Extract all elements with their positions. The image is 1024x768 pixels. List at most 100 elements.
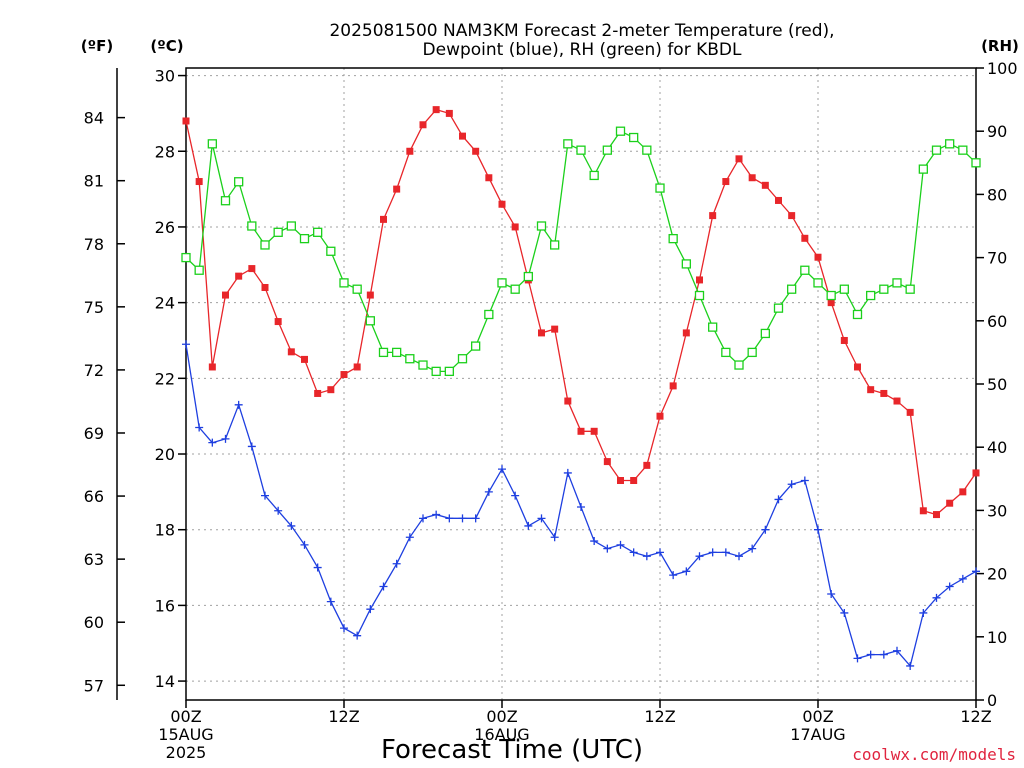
dewpoint-point <box>827 590 836 599</box>
rh-point <box>365 316 375 326</box>
temperature-point <box>854 363 861 371</box>
temperature-point <box>182 117 190 125</box>
rh-tick-label: 60 <box>987 312 1007 331</box>
dewpoint-point <box>577 502 585 511</box>
temperature-point <box>419 121 427 129</box>
temperature-point <box>208 363 216 371</box>
rh-point <box>642 145 652 155</box>
x-tick-label: 16AUG <box>474 725 529 744</box>
rh-tick-label: 80 <box>987 185 1007 204</box>
temperature-point <box>761 181 769 189</box>
dewpoint-point <box>498 465 506 474</box>
rh-point <box>536 221 547 231</box>
series-1 <box>182 340 980 670</box>
rh-point <box>220 196 231 206</box>
rh-point <box>273 227 283 237</box>
rh-point <box>839 284 849 294</box>
dewpoint-point <box>234 400 243 409</box>
dewpoint-point <box>392 559 401 568</box>
axes: 1416182022242628305760636669727578818401… <box>84 59 1018 762</box>
rh-point <box>866 290 876 301</box>
temperature-point <box>353 363 361 371</box>
temperature-point <box>472 147 480 155</box>
temperature-point <box>748 174 756 182</box>
rh-point <box>971 158 981 168</box>
dewpoint-point <box>919 608 928 617</box>
temperature-point <box>722 178 730 186</box>
dewpoint-point <box>366 605 375 614</box>
temperature-point <box>274 318 282 326</box>
rh-point <box>286 221 296 231</box>
temperature-point <box>459 132 466 140</box>
dewpoint-point <box>642 552 651 561</box>
temperature-point <box>380 215 387 223</box>
rh-point <box>234 177 244 187</box>
temperature-point <box>314 389 322 397</box>
rh-point <box>694 290 705 301</box>
dewpoint-point <box>669 571 678 580</box>
temperature-point <box>669 382 677 390</box>
rh-point <box>602 145 612 155</box>
dewpoint-point <box>458 514 467 523</box>
celsius-tick-label: 30 <box>155 67 175 86</box>
dewpoint-point <box>774 495 783 504</box>
rh-point <box>444 366 454 377</box>
dewpoint-point <box>656 548 664 557</box>
dewpoint-point <box>511 491 520 500</box>
dewpoint-point <box>787 480 796 489</box>
temperature-point <box>511 223 519 231</box>
temperature-point <box>840 336 848 344</box>
fahrenheit-tick-label: 81 <box>84 172 104 191</box>
dewpoint-point <box>721 548 730 557</box>
temperature-point <box>788 212 796 220</box>
temperature-point <box>933 511 940 519</box>
dewpoint-point <box>445 514 454 523</box>
dewpoint-point <box>906 661 915 670</box>
rh-point <box>247 221 257 231</box>
temperature-point <box>603 458 611 466</box>
rh-point <box>181 252 191 263</box>
temperature-point <box>195 178 203 186</box>
dewpoint-point <box>287 521 296 530</box>
celsius-tick-label: 16 <box>155 596 175 615</box>
x-tick-label: 00Z <box>486 707 517 726</box>
dewpoint-point <box>853 654 862 663</box>
rh-point <box>800 265 810 275</box>
rh-tick-label: 90 <box>987 122 1007 141</box>
rh-point <box>313 227 323 237</box>
rh-tick-label: 70 <box>987 249 1007 268</box>
fahrenheit-tick-label: 60 <box>84 613 104 632</box>
temperature-point <box>406 147 414 155</box>
rh-tick-label: 100 <box>987 59 1018 78</box>
dewpoint-point <box>432 510 441 519</box>
temperature-point <box>906 408 914 416</box>
dewpoint-point <box>208 438 217 447</box>
dewpoint-point <box>537 514 546 523</box>
temperature-point <box>261 283 269 291</box>
rh-point <box>681 259 691 269</box>
temperature-point <box>327 386 335 394</box>
rh-point <box>629 132 639 143</box>
fahrenheit-tick-label: 57 <box>84 676 104 695</box>
temperature-point <box>801 234 809 242</box>
dewpoint-point <box>590 537 599 546</box>
rh-point <box>392 347 402 358</box>
dewpoint-point <box>866 650 875 659</box>
rh-point <box>457 354 468 364</box>
dewpoint-point <box>735 552 743 561</box>
series-0 <box>182 106 980 519</box>
x-tick-label: 2025 <box>166 743 207 762</box>
temperature-point <box>498 200 506 208</box>
rh-point <box>813 278 823 288</box>
rh-point <box>550 240 560 250</box>
rh-point <box>563 139 573 149</box>
temperature-point <box>656 412 664 420</box>
rh-point <box>299 233 310 244</box>
celsius-tick-label: 14 <box>155 672 175 691</box>
rh-point <box>852 309 863 320</box>
x-tick-label: 00Z <box>170 707 201 726</box>
temperature-point <box>630 477 638 485</box>
dewpoint-point <box>353 631 362 640</box>
dewpoint-point <box>550 533 559 542</box>
rh-tick-label: 20 <box>987 565 1007 584</box>
